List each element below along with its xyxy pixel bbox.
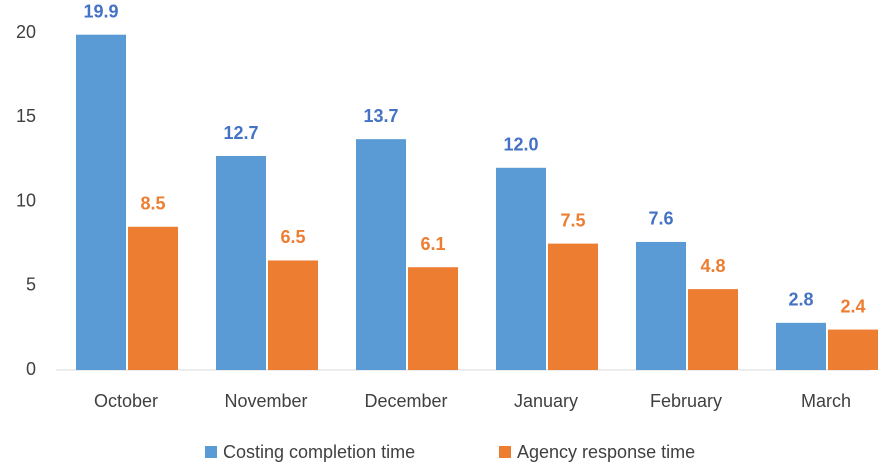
- bar: [776, 322, 826, 370]
- x-tick-label: December: [364, 391, 447, 411]
- data-label: 12.7: [223, 123, 258, 143]
- data-label: 13.7: [363, 106, 398, 126]
- y-tick-label: 5: [26, 275, 36, 295]
- legend-swatch: [205, 446, 217, 458]
- data-label: 6.1: [420, 234, 445, 254]
- data-label: 19.9: [83, 1, 118, 21]
- bar: [828, 329, 878, 370]
- x-tick-label: February: [650, 391, 722, 411]
- bar: [636, 241, 686, 370]
- data-label: 4.8: [700, 256, 725, 276]
- bar: [128, 226, 178, 370]
- data-label: 8.5: [140, 194, 165, 214]
- bar: [548, 243, 598, 370]
- data-label: 2.8: [788, 290, 813, 310]
- legend-label: Agency response time: [517, 442, 695, 462]
- data-label: 7.5: [560, 210, 585, 230]
- y-tick-label: 0: [26, 359, 36, 379]
- bar: [268, 260, 318, 370]
- data-label: 6.5: [280, 227, 305, 247]
- x-tick-label: November: [224, 391, 307, 411]
- bar: [216, 156, 266, 370]
- bar: [76, 34, 126, 371]
- bar: [356, 139, 406, 370]
- legend-label: Costing completion time: [223, 442, 415, 462]
- y-tick-label: 15: [16, 106, 36, 126]
- bar: [408, 267, 458, 370]
- x-tick-label: March: [801, 391, 851, 411]
- data-label: 12.0: [503, 135, 538, 155]
- y-tick-label: 20: [16, 22, 36, 42]
- bar: [688, 289, 738, 370]
- bar: [496, 167, 546, 370]
- data-label: 7.6: [648, 209, 673, 229]
- x-tick-label: October: [94, 391, 158, 411]
- data-label: 2.4: [840, 296, 865, 316]
- legend-swatch: [499, 446, 511, 458]
- y-tick-label: 10: [16, 190, 36, 210]
- x-tick-label: January: [514, 391, 578, 411]
